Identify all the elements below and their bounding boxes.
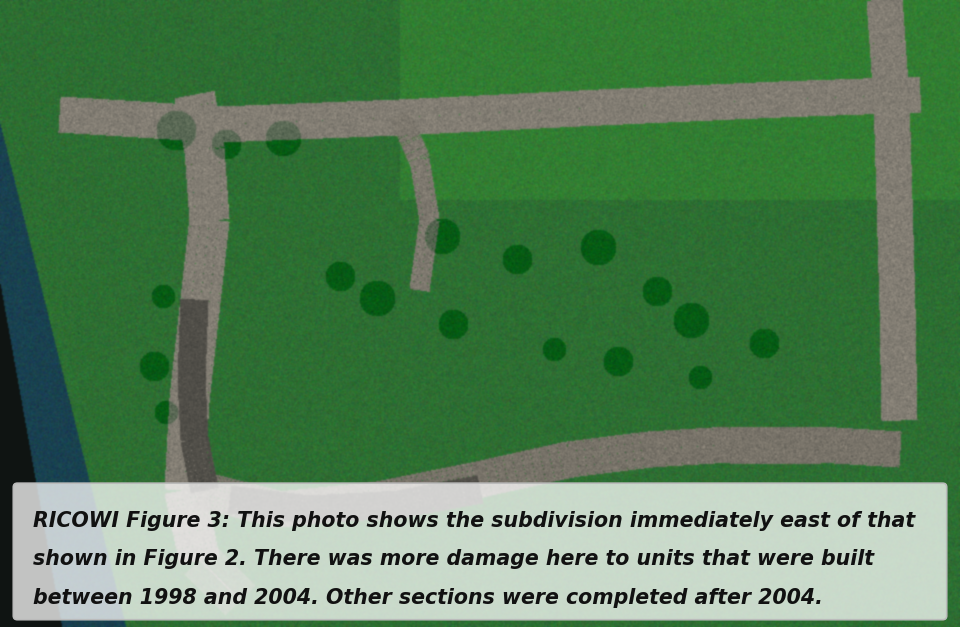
- Text: between 1998 and 2004. Other sections were completed after 2004.: between 1998 and 2004. Other sections we…: [34, 588, 823, 608]
- FancyBboxPatch shape: [13, 483, 947, 619]
- Text: shown in Figure 2. There was more damage here to units that were built: shown in Figure 2. There was more damage…: [34, 549, 875, 569]
- Text: RICOWI Figure 3: This photo shows the subdivision immediately east of that: RICOWI Figure 3: This photo shows the su…: [34, 510, 916, 530]
